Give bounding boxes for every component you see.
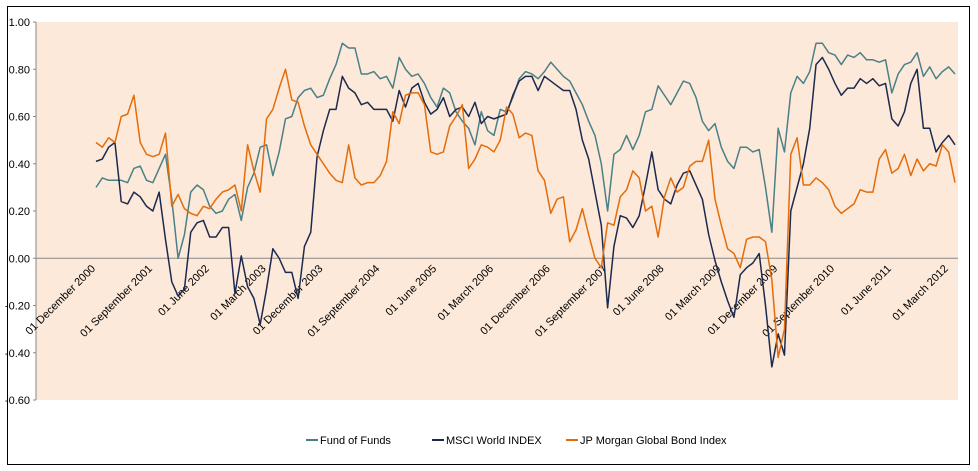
y-tick-label: -0.40 bbox=[5, 348, 30, 360]
y-tick-label: -0.20 bbox=[5, 301, 30, 313]
y-tick-label: 0.20 bbox=[9, 206, 30, 218]
legend-label: Fund of Funds bbox=[320, 435, 391, 447]
legend-label: MSCI World INDEX bbox=[446, 435, 542, 447]
series-line bbox=[95, 68, 956, 359]
y-tick-label: 0.40 bbox=[9, 159, 30, 171]
plot-area bbox=[36, 22, 958, 400]
y-tick-label: 0.60 bbox=[9, 112, 30, 124]
legend-label: JP Morgan Global Bond Index bbox=[580, 435, 727, 447]
series-line bbox=[95, 56, 956, 368]
y-tick-label: 0.00 bbox=[9, 253, 30, 265]
legend: Fund of Funds MSCI World INDEX JP Morgan G… bbox=[306, 435, 727, 447]
series-line bbox=[95, 42, 956, 259]
y-tick-label: -0.60 bbox=[5, 395, 30, 407]
y-tick-label: 0.80 bbox=[9, 64, 30, 76]
y-tick-label: 1.00 bbox=[9, 17, 30, 29]
